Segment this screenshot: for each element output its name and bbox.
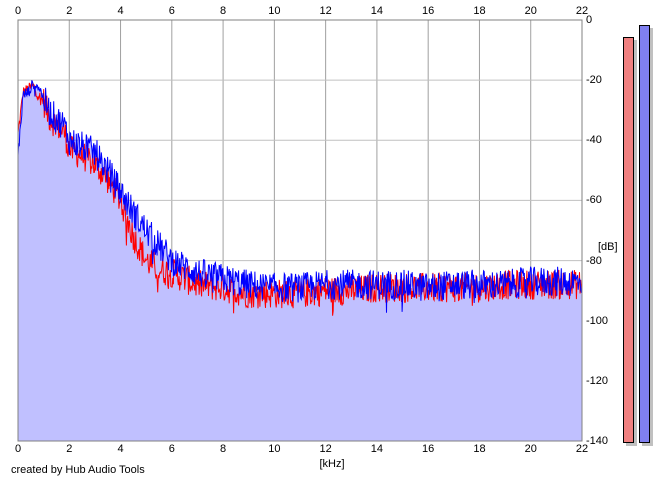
x-tick-top-4: 8 <box>220 5 227 17</box>
y-tick-2: -40 <box>586 134 602 147</box>
x-tick-top-6: 12 <box>319 5 332 17</box>
y-tick-7: -140 <box>586 435 609 447</box>
x-tick-top-1: 2 <box>66 5 73 17</box>
x-tick-bottom-4: 8 <box>220 443 227 455</box>
level-meter-1 <box>639 24 650 443</box>
x-tick-top-11: 22 <box>575 5 589 17</box>
area-fill-layer <box>18 80 582 442</box>
x-tick-top-9: 18 <box>473 5 486 17</box>
x-axis-label: [kHz] <box>319 458 345 470</box>
y-tick-6: -120 <box>586 374 609 387</box>
x-tick-bottom-9: 18 <box>473 443 486 455</box>
x-tick-top-7: 14 <box>370 5 384 17</box>
level-meter-0 <box>623 36 634 443</box>
x-tick-top-3: 6 <box>168 5 175 17</box>
x-tick-top-0: 0 <box>14 5 22 17</box>
x-tick-top-8: 16 <box>422 5 435 17</box>
x-tick-bottom-3: 6 <box>168 443 175 455</box>
x-tick-top-2: 4 <box>117 5 124 17</box>
series-layer <box>17 80 583 316</box>
series-line-1 <box>17 80 583 313</box>
y-tick-5: -100 <box>586 314 609 327</box>
y-tick-0: 0 <box>586 14 593 26</box>
x-tick-top-5: 10 <box>268 5 281 17</box>
x-tick-bottom-7: 14 <box>370 443 384 455</box>
x-tick-bottom-10: 20 <box>524 443 537 455</box>
x-tick-bottom-1: 2 <box>66 443 73 455</box>
x-tick-bottom-6: 12 <box>319 443 332 455</box>
x-tick-bottom-2: 4 <box>117 443 124 455</box>
y-axis-label: [dB] <box>598 241 618 253</box>
x-tick-bottom-8: 16 <box>422 443 435 455</box>
spectrum-area-fill <box>18 80 582 442</box>
x-tick-top-10: 20 <box>524 5 537 17</box>
credit-text: created by Hub Audio Tools <box>11 464 145 476</box>
plot-frame <box>17 19 583 442</box>
x-tick-bottom-5: 10 <box>268 443 281 455</box>
x-tick-bottom-11: 22 <box>575 443 589 455</box>
y-tick-4: -80 <box>586 254 602 267</box>
y-tick-3: -60 <box>586 194 602 207</box>
y-tick-1: -20 <box>586 74 602 87</box>
x-tick-bottom-0: 0 <box>14 443 22 455</box>
